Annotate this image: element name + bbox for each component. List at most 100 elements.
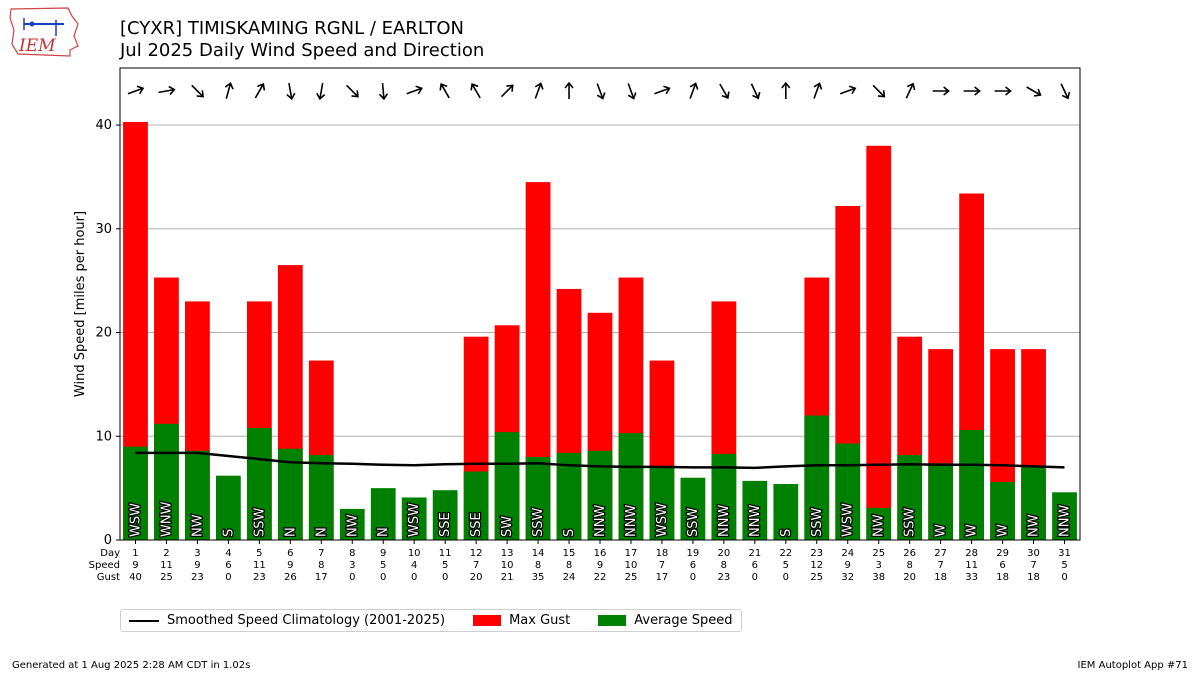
wind-arrow-icon: [689, 82, 699, 99]
wind-arrow-head: [534, 82, 544, 90]
avg-speed-bar: [1021, 467, 1046, 540]
wind-arrow-head: [1034, 88, 1042, 97]
wind-arrow-shaft: [1026, 86, 1041, 96]
gust-label: 35: [532, 572, 545, 583]
wind-arrow-icon: [1060, 83, 1071, 100]
speed-label: 11: [253, 560, 266, 571]
gust-label: 23: [253, 572, 266, 583]
avg-speed-bar: [494, 432, 520, 540]
day-label: 29: [996, 548, 1009, 559]
gust-label: 0: [1061, 572, 1067, 583]
wind-direction-label: SSW: [903, 507, 918, 537]
speed-label: 6: [999, 560, 1005, 571]
wind-direction-label: W: [934, 524, 949, 537]
wind-arrow-icon: [564, 81, 574, 99]
wind-arrow-head: [286, 92, 296, 101]
speed-label: 9: [287, 560, 293, 571]
legend-label-climatology: Smoothed Speed Climatology (2001-2025): [167, 613, 446, 628]
gust-label: 24: [563, 572, 576, 583]
wind-arrow-shaft: [471, 83, 481, 99]
wind-arrow-icon: [596, 83, 606, 100]
wind-direction-label: SSW: [252, 507, 267, 537]
legend-swatch-climatology: [129, 619, 159, 622]
day-label: 10: [408, 548, 421, 559]
avg-speed-bar: [432, 490, 458, 540]
day-label: 20: [718, 548, 731, 559]
wind-arrow-shaft: [191, 84, 204, 98]
wind-arrow-head: [752, 91, 761, 100]
wind-direction-label: NNW: [593, 505, 608, 537]
day-label: 13: [501, 548, 514, 559]
wind-arrow-icon: [839, 85, 857, 95]
day-label: 15: [563, 548, 576, 559]
wind-direction-label: NW: [1027, 514, 1042, 537]
gust-label: 38: [872, 572, 885, 583]
day-label: 30: [1027, 548, 1040, 559]
speed-label: 3: [349, 560, 355, 571]
speed-label: 9: [597, 560, 603, 571]
wind-direction-label: N: [283, 527, 298, 537]
speed-label: 5: [783, 560, 789, 571]
wind-arrow-icon: [470, 82, 481, 99]
legend-item-gust: Max Gust: [473, 613, 570, 628]
avg-speed-bar: [463, 471, 489, 540]
avg-speed-bar: [897, 454, 923, 540]
wind-direction-label: NNW: [1058, 505, 1073, 537]
chart-subtitle: Jul 2025 Daily Wind Speed and Direction: [120, 40, 485, 61]
speed-label: 5: [442, 560, 448, 571]
avg-speed-bar: [339, 508, 365, 540]
gust-label: 17: [656, 572, 669, 583]
avg-speed-bar: [308, 454, 334, 540]
avg-speed-bar: [866, 507, 892, 540]
wind-arrow-head: [168, 85, 176, 95]
gust-label: 23: [191, 572, 204, 583]
wind-arrow-icon: [750, 83, 761, 100]
speed-label: 11: [965, 560, 978, 571]
day-label: 8: [349, 548, 355, 559]
day-label: 23: [810, 548, 823, 559]
wind-arrow-shaft: [346, 84, 359, 98]
wind-arrow-shaft: [406, 87, 422, 95]
wind-arrow-shaft: [225, 83, 232, 99]
speed-label: 8: [535, 560, 541, 571]
avg-speed-bar: [370, 488, 396, 540]
day-label: 25: [872, 548, 885, 559]
speed-label: 3: [876, 560, 882, 571]
wind-arrow-head: [943, 86, 950, 96]
wind-arrow-icon: [439, 82, 450, 99]
day-label: 17: [625, 548, 638, 559]
gust-label: 18: [934, 572, 947, 583]
gust-label: 22: [594, 572, 607, 583]
day-label: 2: [163, 548, 169, 559]
gust-label: 25: [625, 572, 638, 583]
day-label: 6: [287, 548, 293, 559]
table-row-label: Gust: [97, 572, 120, 583]
wind-direction-label: SSE: [469, 512, 484, 537]
logo-text: IEM: [18, 36, 56, 56]
legend-item-avg: Average Speed: [598, 613, 733, 628]
gust-label: 25: [160, 572, 173, 583]
avg-speed-bar: [959, 430, 984, 540]
wind-direction-label: NNW: [748, 505, 763, 537]
wind-arrow-shaft: [500, 84, 514, 98]
wind-arrow-icon: [316, 82, 326, 101]
avg-speed-bar: [618, 433, 644, 540]
day-label: 24: [841, 548, 854, 559]
day-label: 19: [687, 548, 700, 559]
wind-arrow-icon: [158, 85, 176, 95]
wind-direction-label: W: [965, 524, 980, 537]
wind-arrow-shaft: [381, 82, 385, 100]
wind-arrow-icon: [406, 85, 423, 95]
wind-arrow-head: [506, 84, 514, 92]
speed-label: 10: [501, 560, 514, 571]
speed-label: 10: [625, 560, 638, 571]
wind-arrow-shaft: [905, 83, 914, 99]
avg-speed-bar: [1052, 492, 1077, 540]
wind-arrow-icon: [286, 82, 296, 101]
wind-arrow-shaft: [158, 88, 175, 94]
wind-direction-label: SSW: [531, 507, 546, 537]
wind-arrow-head: [974, 86, 981, 96]
wind-direction-label: S: [562, 529, 577, 537]
wind-arrow-icon: [963, 86, 981, 96]
chart-legend: Smoothed Speed Climatology (2001-2025) M…: [120, 609, 742, 632]
